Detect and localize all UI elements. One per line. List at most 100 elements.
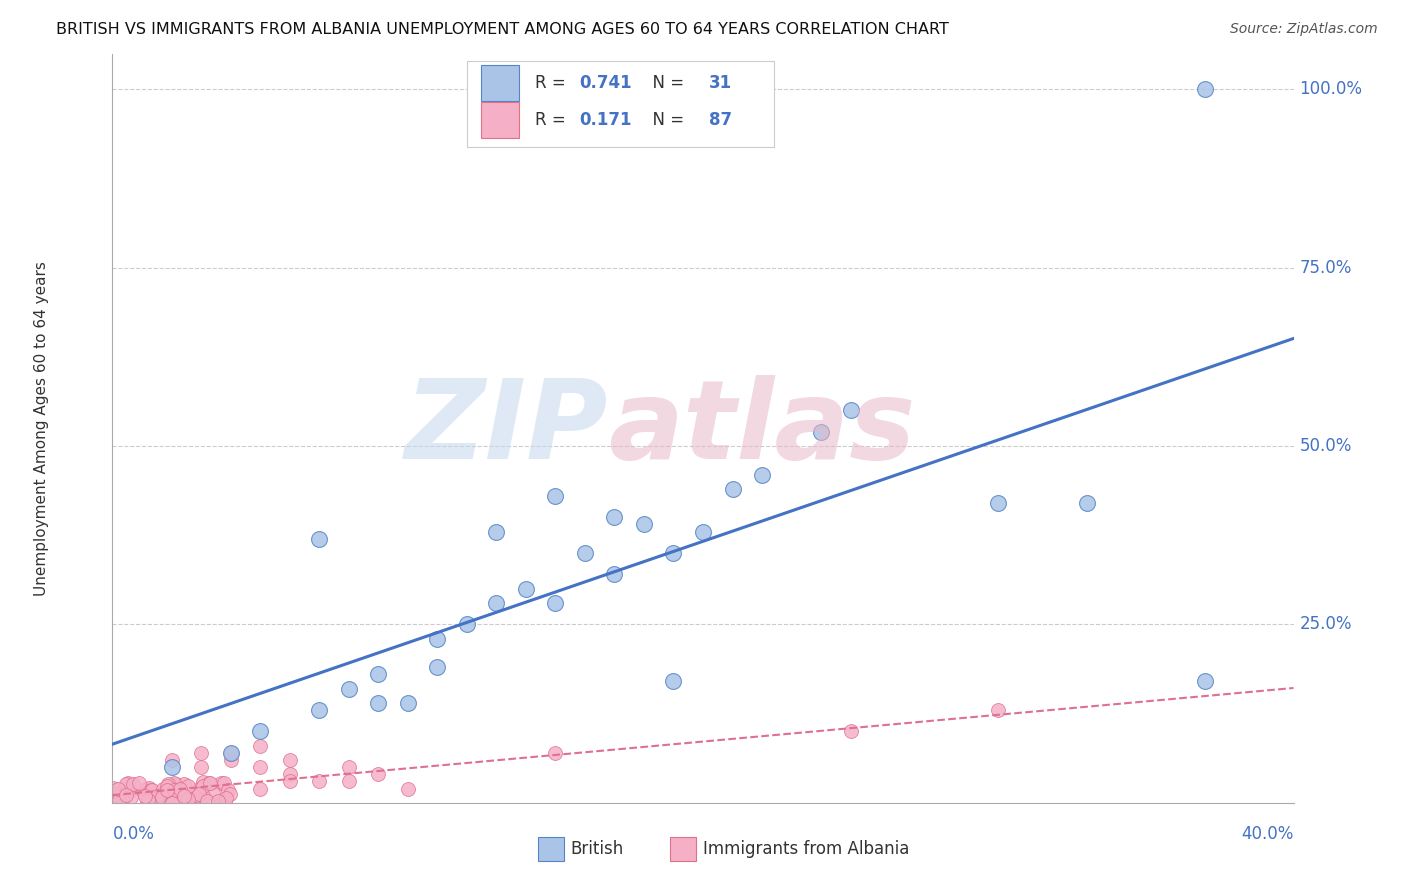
Text: 87: 87 [709,112,733,129]
Text: atlas: atlas [609,375,915,482]
Point [115,788,138,802]
Point [195,794,218,808]
Point [152,781,174,796]
Point [163,776,186,790]
Text: R =: R = [536,112,571,129]
FancyBboxPatch shape [481,65,519,101]
Point [751,467,773,482]
Text: 40.0%: 40.0% [1241,825,1294,843]
Point [173,789,195,803]
Text: Immigrants from Albania: Immigrants from Albania [703,840,910,858]
Point [165,777,187,791]
Point [544,746,567,760]
Point [188,786,211,800]
Text: N =: N = [641,74,689,92]
Point [426,660,449,674]
Point [662,674,685,689]
Point [1194,82,1216,96]
Point [544,596,567,610]
Point [177,792,200,806]
Point [367,667,389,681]
Point [159,789,181,803]
Point [987,703,1010,717]
Point [188,787,211,801]
Point [308,774,330,789]
Point [337,681,360,696]
Point [544,489,567,503]
Text: N =: N = [641,112,689,129]
Point [184,788,207,802]
Point [219,746,242,760]
Point [149,788,172,802]
Point [278,753,301,767]
Text: 75.0%: 75.0% [1299,259,1351,277]
Point [219,753,242,767]
Point [839,724,862,739]
Point [191,775,214,789]
Point [198,776,221,790]
Text: British: British [571,840,624,858]
Point [150,789,173,804]
Point [135,782,157,797]
Point [396,781,419,796]
Point [456,617,478,632]
Point [107,782,129,797]
Point [122,777,145,791]
Point [198,776,221,790]
Point [396,696,419,710]
Point [839,403,862,417]
Point [188,782,211,797]
Point [1076,496,1098,510]
Point [150,787,173,801]
Point [249,739,271,753]
Point [426,632,449,646]
Point [176,779,198,793]
Point [603,567,626,582]
Point [249,724,271,739]
Point [160,753,183,767]
Point [108,793,131,807]
Point [209,775,232,789]
Point [163,782,186,797]
Point [515,582,537,596]
Text: 0.741: 0.741 [579,74,631,92]
Text: 31: 31 [709,74,733,92]
Point [219,746,242,760]
Text: Source: ZipAtlas.com: Source: ZipAtlas.com [1230,22,1378,37]
Point [278,774,301,789]
Point [810,425,832,439]
Point [132,785,155,799]
Text: ZIP: ZIP [405,375,609,482]
Point [190,760,212,774]
FancyBboxPatch shape [669,837,696,862]
Point [173,777,195,791]
Point [215,791,238,805]
Point [117,775,139,789]
Point [115,777,138,791]
Point [128,776,150,790]
Point [249,760,271,774]
Point [104,787,127,801]
Point [134,789,156,803]
Point [105,793,128,807]
Text: Unemployment Among Ages 60 to 64 years: Unemployment Among Ages 60 to 64 years [34,260,49,596]
Point [156,779,179,793]
Point [485,524,508,539]
Point [217,783,239,797]
Point [367,767,389,781]
Point [169,781,191,796]
Text: 0.0%: 0.0% [112,825,155,843]
Point [145,789,167,803]
Point [190,746,212,760]
FancyBboxPatch shape [481,103,519,138]
Point [174,789,197,804]
Point [104,790,127,805]
Point [160,760,183,774]
Point [633,517,655,532]
Point [138,780,160,795]
Point [214,795,236,809]
Point [136,793,159,807]
Point [202,786,225,800]
FancyBboxPatch shape [537,837,564,862]
FancyBboxPatch shape [467,61,773,147]
